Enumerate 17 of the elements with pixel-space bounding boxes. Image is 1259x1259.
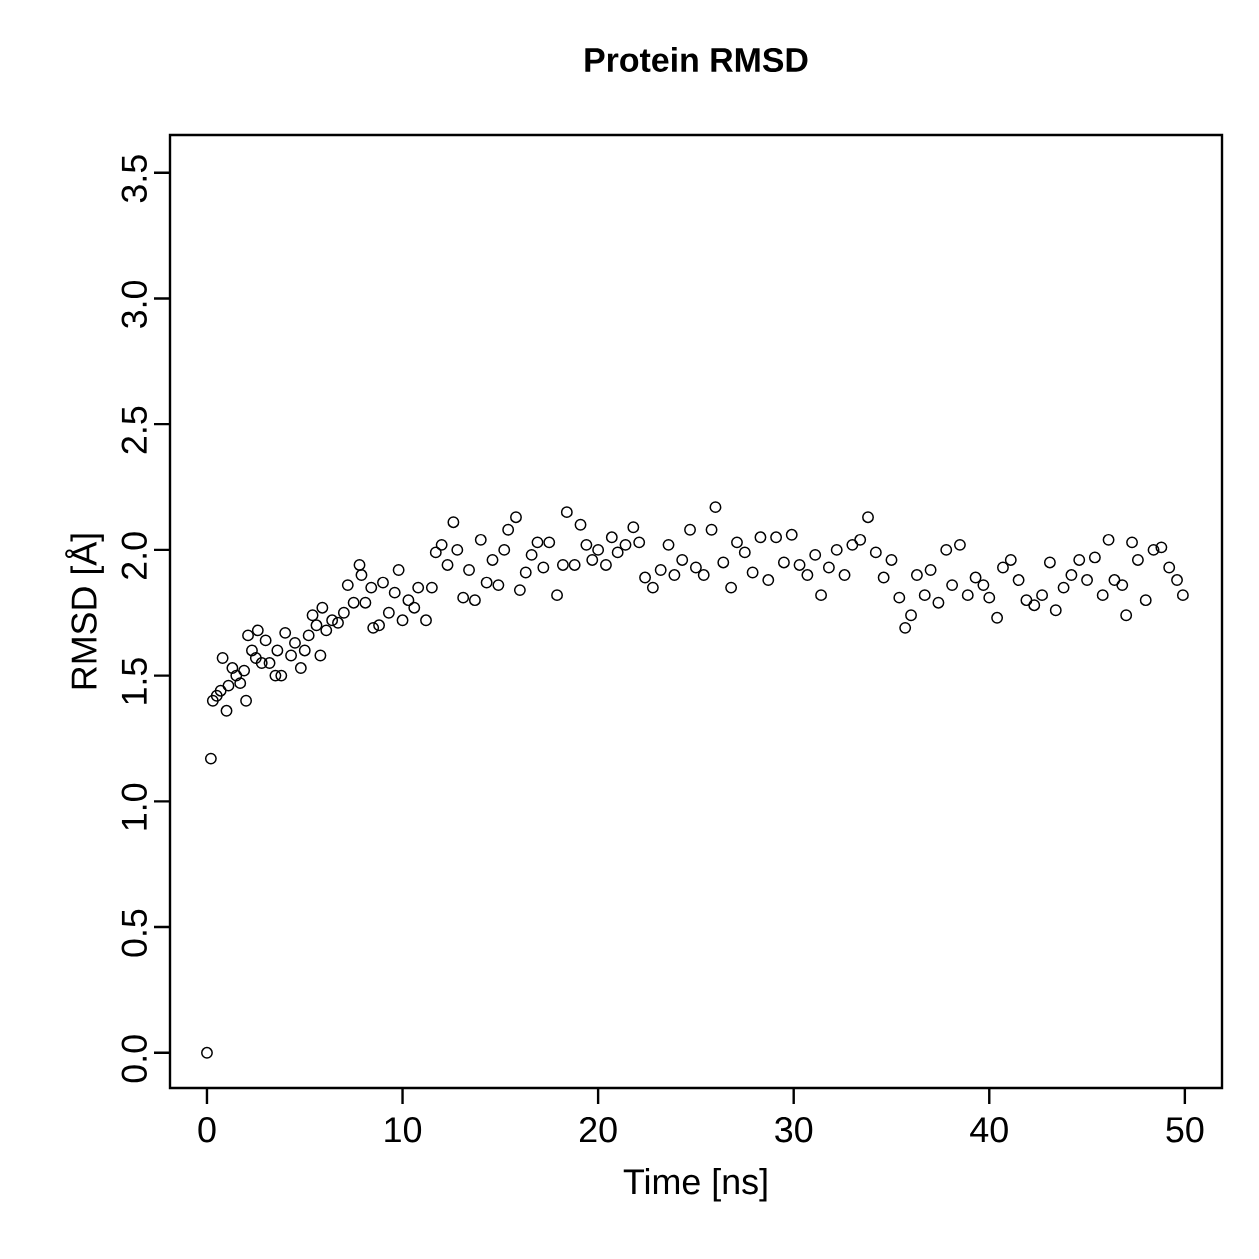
x-tick-label: 50 [1166,1117,1204,1143]
y-tick-label: 1.0 [121,783,147,830]
x-tick-label: 20 [579,1117,617,1143]
y-tick-label: 1.5 [121,658,147,704]
y-tick-label: 3.5 [121,155,147,203]
y-tick-label: 3.0 [121,280,147,328]
y-tick-label: 2.0 [121,532,147,579]
x-tick-label: 0 [198,1117,216,1143]
y-tick-label: 0.0 [121,1035,147,1083]
chart-title: Protein RMSD [585,47,808,72]
x-tick-label: 40 [970,1117,1008,1143]
x-axis-title: Time [ns] [623,1168,767,1202]
x-tick-label: 30 [775,1117,813,1143]
x-tick-label: 10 [385,1117,422,1143]
y-tick-label: 0.5 [121,909,147,957]
y-tick-label: 2.5 [121,406,147,454]
y-axis-title: RMSD [Å] [65,534,104,689]
